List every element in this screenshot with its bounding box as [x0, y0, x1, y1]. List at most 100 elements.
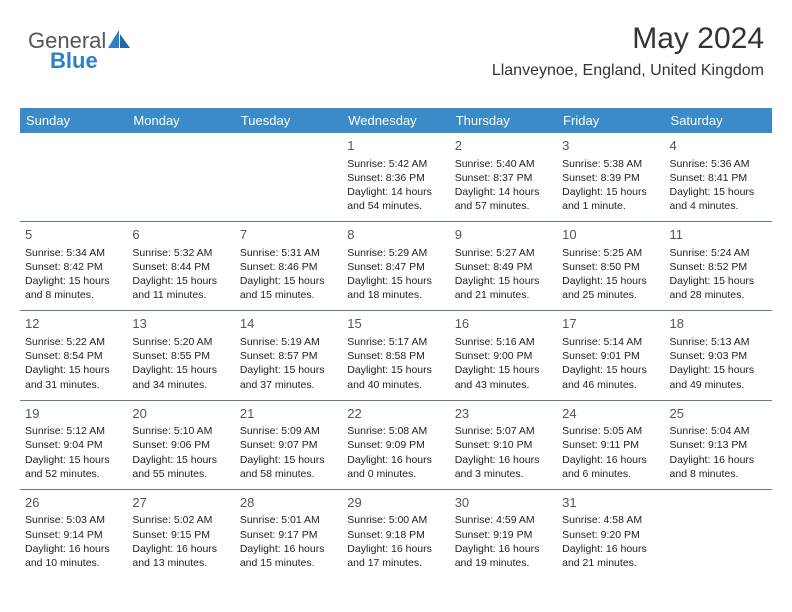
- day-info: Sunrise: 5:40 AMSunset: 8:37 PMDaylight:…: [455, 157, 552, 214]
- sunset-text: Sunset: 9:19 PM: [455, 528, 552, 542]
- sunset-text: Sunset: 8:49 PM: [455, 260, 552, 274]
- sunset-text: Sunset: 9:01 PM: [562, 349, 659, 363]
- location-text: Llanveynoe, England, United Kingdom: [492, 62, 764, 80]
- day-number: 1: [347, 137, 444, 155]
- calendar-cell: 12Sunrise: 5:22 AMSunset: 8:54 PMDayligh…: [20, 311, 127, 400]
- day-number: 7: [240, 226, 337, 244]
- day-info: Sunrise: 5:27 AMSunset: 8:49 PMDaylight:…: [455, 246, 552, 303]
- calendar-cell: 17Sunrise: 5:14 AMSunset: 9:01 PMDayligh…: [557, 311, 664, 400]
- daylight-text: Daylight: 16 hours and 13 minutes.: [132, 542, 229, 570]
- daylight-text: Daylight: 16 hours and 19 minutes.: [455, 542, 552, 570]
- calendar-cell: 26Sunrise: 5:03 AMSunset: 9:14 PMDayligh…: [20, 489, 127, 578]
- sunset-text: Sunset: 9:17 PM: [240, 528, 337, 542]
- sunset-text: Sunset: 8:37 PM: [455, 171, 552, 185]
- calendar-cell: 24Sunrise: 5:05 AMSunset: 9:11 PMDayligh…: [557, 400, 664, 489]
- day-number: 22: [347, 405, 444, 423]
- sunset-text: Sunset: 9:07 PM: [240, 438, 337, 452]
- day-header-row: Sunday Monday Tuesday Wednesday Thursday…: [20, 108, 772, 133]
- sunset-text: Sunset: 9:10 PM: [455, 438, 552, 452]
- sunset-text: Sunset: 9:00 PM: [455, 349, 552, 363]
- calendar-row: 26Sunrise: 5:03 AMSunset: 9:14 PMDayligh…: [20, 489, 772, 578]
- day-header: Monday: [127, 108, 234, 133]
- day-number: 14: [240, 315, 337, 333]
- sunrise-text: Sunrise: 5:20 AM: [132, 335, 229, 349]
- page-title: May 2024: [492, 22, 764, 56]
- sunrise-text: Sunrise: 5:03 AM: [25, 513, 122, 527]
- day-number: 24: [562, 405, 659, 423]
- daylight-text: Daylight: 16 hours and 0 minutes.: [347, 453, 444, 481]
- day-info: Sunrise: 5:00 AMSunset: 9:18 PMDaylight:…: [347, 513, 444, 570]
- sunrise-text: Sunrise: 5:08 AM: [347, 424, 444, 438]
- day-number: 26: [25, 494, 122, 512]
- daylight-text: Daylight: 15 hours and 28 minutes.: [670, 274, 767, 302]
- day-info: Sunrise: 5:09 AMSunset: 9:07 PMDaylight:…: [240, 424, 337, 481]
- sunset-text: Sunset: 9:18 PM: [347, 528, 444, 542]
- day-info: Sunrise: 5:13 AMSunset: 9:03 PMDaylight:…: [670, 335, 767, 392]
- daylight-text: Daylight: 15 hours and 31 minutes.: [25, 363, 122, 391]
- day-info: Sunrise: 5:34 AMSunset: 8:42 PMDaylight:…: [25, 246, 122, 303]
- day-info: Sunrise: 5:19 AMSunset: 8:57 PMDaylight:…: [240, 335, 337, 392]
- calendar-cell: 3Sunrise: 5:38 AMSunset: 8:39 PMDaylight…: [557, 133, 664, 222]
- daylight-text: Daylight: 16 hours and 21 minutes.: [562, 542, 659, 570]
- sunset-text: Sunset: 9:04 PM: [25, 438, 122, 452]
- day-info: Sunrise: 5:38 AMSunset: 8:39 PMDaylight:…: [562, 157, 659, 214]
- daylight-text: Daylight: 16 hours and 3 minutes.: [455, 453, 552, 481]
- daylight-text: Daylight: 15 hours and 46 minutes.: [562, 363, 659, 391]
- day-header: Saturday: [665, 108, 772, 133]
- calendar-cell: [127, 133, 234, 222]
- daylight-text: Daylight: 15 hours and 34 minutes.: [132, 363, 229, 391]
- sunset-text: Sunset: 8:44 PM: [132, 260, 229, 274]
- sunrise-text: Sunrise: 5:27 AM: [455, 246, 552, 260]
- sunset-text: Sunset: 8:54 PM: [25, 349, 122, 363]
- calendar-cell: 5 Sunrise: 5:34 AMSunset: 8:42 PMDaylight…: [20, 222, 127, 311]
- day-number: 21: [240, 405, 337, 423]
- logo-text-2: Blue: [50, 48, 98, 74]
- day-number: 10: [562, 226, 659, 244]
- sunset-text: Sunset: 9:20 PM: [562, 528, 659, 542]
- calendar-cell: 11Sunrise: 5:24 AMSunset: 8:52 PMDayligh…: [665, 222, 772, 311]
- header: May 2024 Llanveynoe, England, United Kin…: [492, 22, 764, 80]
- day-header: Friday: [557, 108, 664, 133]
- day-info: Sunrise: 5:07 AMSunset: 9:10 PMDaylight:…: [455, 424, 552, 481]
- day-number: 8: [347, 226, 444, 244]
- calendar-cell: 19Sunrise: 5:12 AMSunset: 9:04 PMDayligh…: [20, 400, 127, 489]
- sunset-text: Sunset: 8:52 PM: [670, 260, 767, 274]
- day-number: 6: [132, 226, 229, 244]
- daylight-text: Daylight: 14 hours and 57 minutes.: [455, 185, 552, 213]
- day-info: Sunrise: 5:32 AMSunset: 8:44 PMDaylight:…: [132, 246, 229, 303]
- sunset-text: Sunset: 8:58 PM: [347, 349, 444, 363]
- sunrise-text: Sunrise: 5:32 AM: [132, 246, 229, 260]
- calendar-cell: 6 Sunrise: 5:32 AMSunset: 8:44 PMDaylight…: [127, 222, 234, 311]
- sunset-text: Sunset: 8:50 PM: [562, 260, 659, 274]
- calendar-cell: 21Sunrise: 5:09 AMSunset: 9:07 PMDayligh…: [235, 400, 342, 489]
- sunset-text: Sunset: 9:15 PM: [132, 528, 229, 542]
- calendar-cell: 9Sunrise: 5:27 AMSunset: 8:49 PMDaylight…: [450, 222, 557, 311]
- calendar-table: Sunday Monday Tuesday Wednesday Thursday…: [20, 108, 772, 578]
- daylight-text: Daylight: 15 hours and 11 minutes.: [132, 274, 229, 302]
- sunrise-text: Sunrise: 5:31 AM: [240, 246, 337, 260]
- daylight-text: Daylight: 15 hours and 18 minutes.: [347, 274, 444, 302]
- daylight-text: Daylight: 15 hours and 40 minutes.: [347, 363, 444, 391]
- calendar-row: 5 Sunrise: 5:34 AMSunset: 8:42 PMDaylight…: [20, 222, 772, 311]
- calendar-cell: 25Sunrise: 5:04 AMSunset: 9:13 PMDayligh…: [665, 400, 772, 489]
- day-number: 15: [347, 315, 444, 333]
- sunrise-text: Sunrise: 5:05 AM: [562, 424, 659, 438]
- sunset-text: Sunset: 8:46 PM: [240, 260, 337, 274]
- sunrise-text: Sunrise: 5:02 AM: [132, 513, 229, 527]
- daylight-text: Daylight: 15 hours and 4 minutes.: [670, 185, 767, 213]
- day-info: Sunrise: 5:25 AMSunset: 8:50 PMDaylight:…: [562, 246, 659, 303]
- day-number: 5: [25, 226, 122, 244]
- day-info: Sunrise: 5:12 AMSunset: 9:04 PMDaylight:…: [25, 424, 122, 481]
- sunrise-text: Sunrise: 5:13 AM: [670, 335, 767, 349]
- daylight-text: Daylight: 16 hours and 6 minutes.: [562, 453, 659, 481]
- day-info: Sunrise: 4:58 AMSunset: 9:20 PMDaylight:…: [562, 513, 659, 570]
- daylight-text: Daylight: 15 hours and 1 minute.: [562, 185, 659, 213]
- sunrise-text: Sunrise: 5:29 AM: [347, 246, 444, 260]
- sunrise-text: Sunrise: 5:38 AM: [562, 157, 659, 171]
- daylight-text: Daylight: 15 hours and 15 minutes.: [240, 274, 337, 302]
- day-number: 23: [455, 405, 552, 423]
- sunrise-text: Sunrise: 5:04 AM: [670, 424, 767, 438]
- day-number: 27: [132, 494, 229, 512]
- daylight-text: Daylight: 15 hours and 58 minutes.: [240, 453, 337, 481]
- calendar-cell: 31Sunrise: 4:58 AMSunset: 9:20 PMDayligh…: [557, 489, 664, 578]
